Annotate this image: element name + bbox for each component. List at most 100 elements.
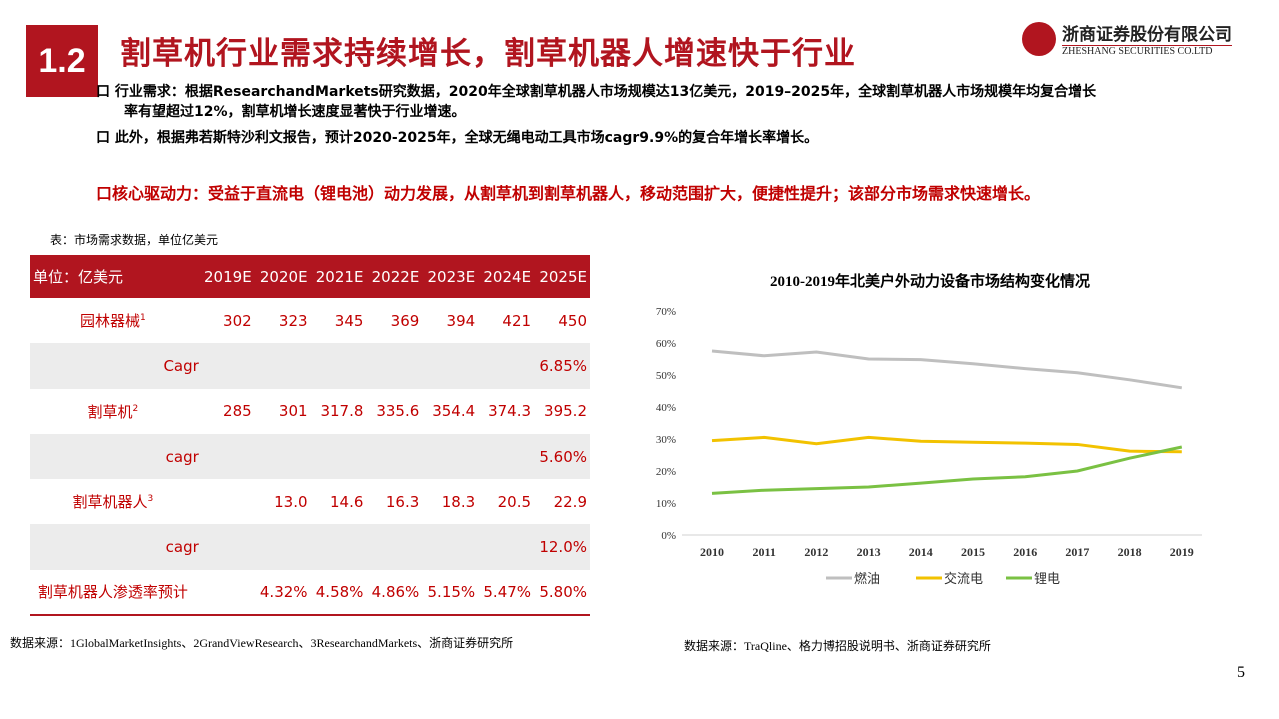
table-cell: 394 [446,311,476,330]
table-cell: 335.6 [376,402,420,421]
y-tick-label: 0% [661,530,676,542]
page-title: 割草机行业需求持续增长，割草机器人增速快于行业 [120,36,856,72]
table-cell [478,433,535,480]
table-cell [366,343,423,389]
table-cell: 5.80% [534,569,590,617]
table-cell [310,524,367,570]
table-cell [198,433,255,480]
table-cell: 4.32% [254,569,311,617]
x-tick-label: 2017 [1065,545,1089,559]
column-header: 单位：亿美元 [30,255,199,298]
table-cell [310,343,367,389]
bullet-industry-demand-cont: 率有望超过12%，割草机增长速度显著快于行业增速。 [124,104,466,120]
table-cell: 369 [390,311,420,330]
table-cell: 14.6 [330,492,364,511]
table-cell: 450 [558,311,587,330]
legend-label: 交流电 [944,571,983,586]
x-tick-label: 2018 [1118,545,1142,559]
bullet-industry-demand: 口 行业需求：根据ResearchandMarkets研究数据，2020年全球割… [96,84,1097,100]
x-tick-label: 2014 [909,545,933,559]
table-cell [198,524,255,570]
column-header: 2024E [478,255,535,298]
y-tick-label: 60% [656,338,676,350]
y-tick-label: 40% [656,402,676,414]
table-cell [310,433,367,480]
table-cell [422,433,479,480]
logo-cn: 浙商证券股份有限公司 [1062,25,1232,45]
table-row: cagr 5.60% [30,433,590,480]
column-header: 2025E [534,255,590,298]
table-cell [198,569,255,617]
table-cell: 285 [223,402,252,421]
x-tick-label: 2019 [1170,545,1194,559]
series-line-0 [711,349,1183,390]
section-number-badge: 1.2 [26,25,98,97]
table-cell: 395.2 [544,402,587,421]
table-row: Cagr 6.85% [30,343,590,389]
table-cell: 20.5 [497,492,532,511]
table-cell: 421 [502,311,532,330]
table-cell: 5.47% [478,569,535,617]
row-label: 园林器械1 [80,312,146,331]
table-cell [254,433,311,480]
table-row: 园林器械1 302 323 345 369 394 421 450 [30,298,590,343]
table-caption: 表：市场需求数据，单位亿美元 [50,233,219,247]
table-cell: 345 [334,311,364,330]
table-cell [478,524,535,570]
x-tick-label: 2011 [753,545,776,559]
logo-en: ZHESHANG SECURITIES CO.LTD [1062,45,1232,57]
column-header: 2021E [310,255,367,298]
legend-label: 燃油 [854,571,880,586]
table-cell: 5.60% [534,433,590,480]
table-cell [198,343,255,389]
bullet-cordless-tools: 口 此外，根据弗若斯特沙利文报告，预计2020-2025年，全球无绳电动工具市场… [96,130,819,146]
table-cell [199,479,255,524]
y-tick-label: 70% [656,306,676,318]
table-cell: 18.3 [441,492,476,511]
x-tick-label: 2012 [804,545,828,559]
table-cell: 12.0% [534,524,590,570]
table-cell [366,433,423,480]
table-cell: 4.58% [310,569,367,617]
y-tick-label: 30% [656,434,676,446]
row-label: 割草机2 [87,402,139,421]
table-row: 割草机器人3 13.0 14.6 16.3 18.3 20.5 22.9 [30,479,590,524]
key-driver: 口核心驱动力：受益于直流电（锂电池）动力发展，从割草机到割草机器人，移动范围扩大… [96,184,1041,203]
row-label: 割草机器人3 [72,493,154,512]
row-label: cagr [30,524,199,570]
table-cell [422,524,479,570]
table-cell: 16.3 [385,492,420,511]
table-cell: 5.15% [422,569,479,617]
table-cell: 354.4 [432,402,476,421]
badge-frame [26,25,98,97]
table-cell [254,524,311,570]
table-cell: 302 [223,311,252,330]
column-header: 2023E [422,255,479,298]
page-number: 5 [1237,664,1245,681]
chart-title: 2010-2019年北美户外动力设备市场结构变化情况 [770,272,1090,290]
column-header: 2022E [366,255,423,298]
series-line-2 [711,445,1183,495]
y-tick-label: 50% [656,370,676,382]
logo-mark-icon [1022,21,1056,56]
market-demand-table: 单位：亿美元 2019E 2020E 2021E 2022E 2023E 2024E 2025… [30,255,590,617]
x-tick-label: 2010 [700,545,724,559]
y-tick-label: 10% [656,498,676,510]
series-line-1 [711,435,1182,454]
table-cell: 22.9 [553,492,587,511]
table-row: cagr 12.0% [30,524,590,570]
x-tick-label: 2016 [1013,545,1037,559]
y-tick-label: 20% [656,466,676,478]
table-cell: 6.85% [534,343,590,389]
x-tick-label: 2015 [961,545,985,559]
table-cell: 4.86% [366,569,423,617]
table-cell [422,343,479,389]
row-label: 割草机器人渗透率预计 [30,569,199,617]
legend-label: 锂电 [1034,571,1060,586]
line-chart: 2010-2019年北美户外动力设备市场结构变化情况 0% 10% 20% 30% 40%… [656,272,1202,586]
table-cell [254,343,311,389]
table-cell: 374.3 [488,402,532,421]
table-row: 割草机2 285 301 317.8 335.6 354.4 374.3 395.2 [30,389,590,434]
table-cell: 301 [278,402,308,421]
table-cell: 13.0 [274,492,308,511]
